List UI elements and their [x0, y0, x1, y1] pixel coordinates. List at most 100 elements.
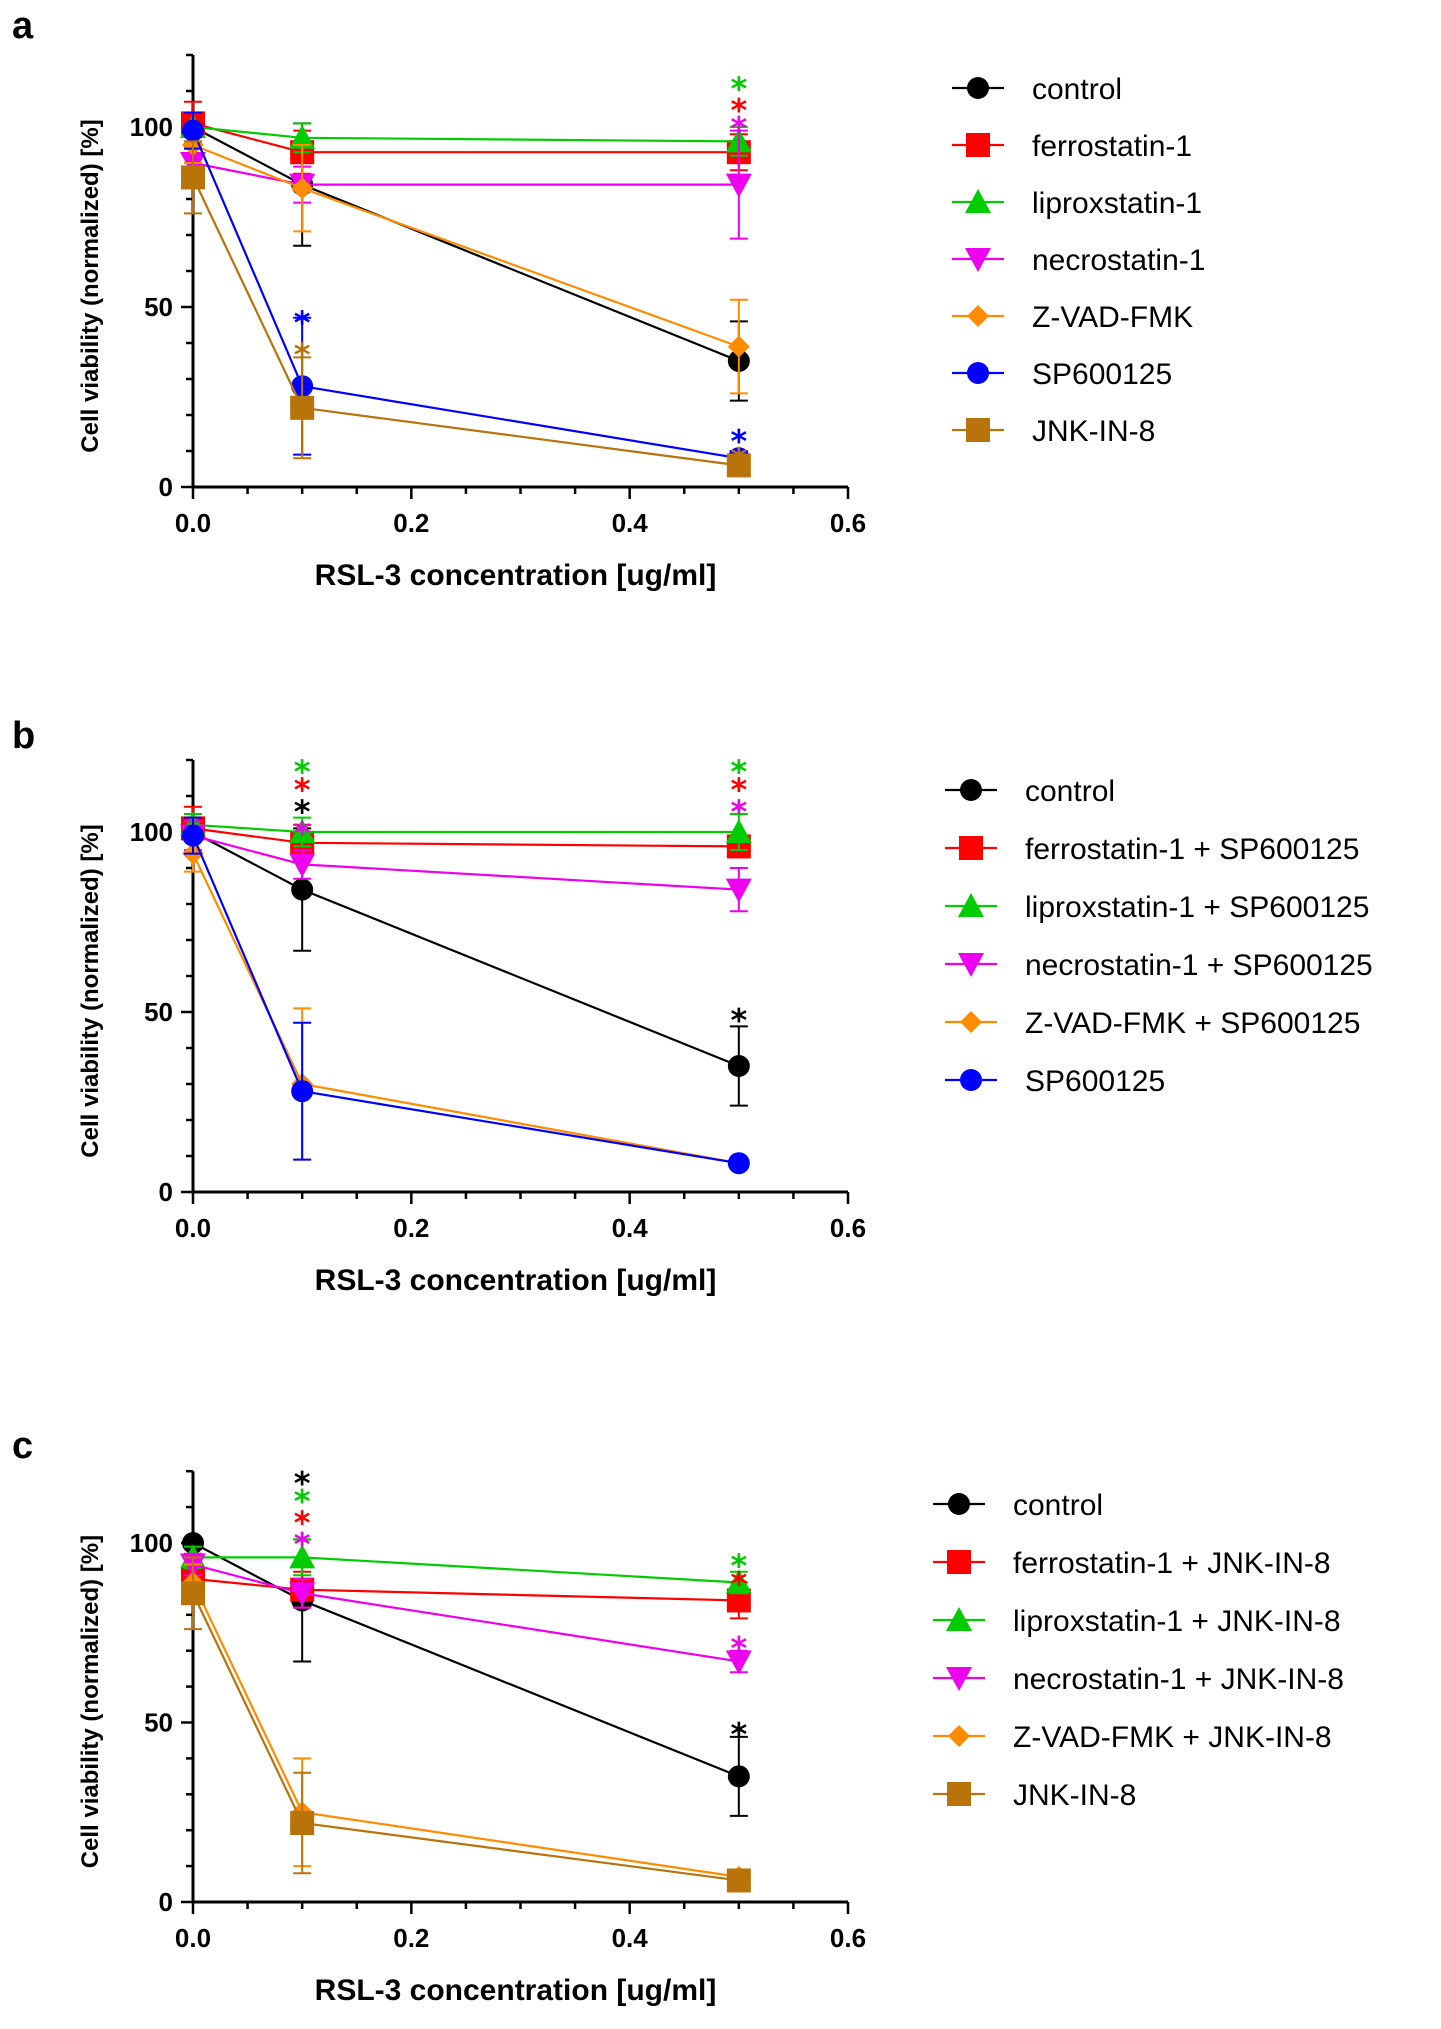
y-tick-label: 0: [159, 1887, 173, 1917]
legend-marker: [966, 133, 990, 157]
significance-star: *: [294, 814, 311, 852]
series-line: [192, 831, 740, 1068]
legend-entry-3: necrostatin-1 + JNK-IN-8: [933, 1663, 1344, 1696]
legend-entry-2: liproxstatin-1 + SP600125: [945, 891, 1369, 924]
legend-label: necrostatin-1 + SP600125: [1025, 949, 1373, 982]
legend-marker: [947, 1550, 971, 1574]
data-point: [182, 119, 204, 142]
data-point: [727, 1152, 750, 1175]
x-tick-label: 0.0: [175, 508, 211, 538]
legend-label: Z-VAD-FMK: [1032, 301, 1193, 334]
legend-entry-1: ferrostatin-1 + SP600125: [945, 833, 1359, 866]
legend-entry-0: control: [933, 1489, 1103, 1522]
significance-star: *: [730, 771, 747, 809]
legend-label: JNK-IN-8: [1013, 1779, 1136, 1812]
y-tick-label: 50: [144, 997, 173, 1027]
y-tick-label: 50: [144, 292, 173, 322]
series-1: [181, 805, 751, 862]
legend-entry-1: ferrostatin-1: [952, 130, 1192, 163]
panel-b: b 0 50 100 0.0 0.2 0.4 0.6 RSL-3 concentration […: [12, 715, 1373, 1297]
legend-label: JNK-IN-8: [1032, 415, 1155, 448]
series-line: [192, 1582, 739, 1878]
data-point: [289, 853, 316, 878]
series-line: [192, 853, 740, 1165]
legend-entry-3: necrostatin-1 + SP600125: [945, 949, 1373, 982]
series-0: [182, 116, 750, 402]
series-line: [192, 1577, 739, 1602]
data-point: [725, 173, 752, 198]
y-tick-label: 100: [130, 112, 173, 142]
significance-star: *: [294, 304, 311, 342]
data-point: [291, 878, 314, 901]
significance-star: *: [294, 1464, 311, 1502]
legend-label: ferrostatin-1 + SP600125: [1025, 833, 1359, 866]
series-1: [181, 100, 751, 175]
series-4: [182, 1563, 750, 1888]
panel-letter: b: [12, 715, 35, 757]
legend-marker: [967, 362, 989, 384]
data-point: [725, 1569, 752, 1594]
data-point: [725, 819, 752, 843]
series-0: [182, 1532, 750, 1817]
x-tick-label: 0.0: [175, 1923, 211, 1953]
legend-entry-2: liproxstatin-1: [952, 187, 1202, 220]
legend-entry-5: SP600125: [945, 1065, 1165, 1098]
series-6: [181, 140, 751, 478]
series-5: [182, 816, 750, 1175]
data-point: [290, 395, 315, 420]
legend-label: SP600125: [1025, 1065, 1165, 1098]
y-tick-label: 0: [159, 1177, 173, 1207]
legend-marker: [947, 1782, 971, 1806]
data-point: [726, 1868, 751, 1893]
legend-marker: [960, 1069, 982, 1091]
legend-entry-2: liproxstatin-1 + JNK-IN-8: [933, 1605, 1341, 1638]
data-point: [181, 165, 205, 190]
data-point: [725, 878, 752, 903]
significance-star: *: [294, 1525, 311, 1563]
x-tick-label: 0.6: [830, 508, 866, 538]
x-tick-label: 0.2: [393, 1923, 429, 1953]
x-tick-label: 0.2: [393, 1213, 429, 1243]
legend-marker: [965, 248, 991, 272]
y-axis-title: Cell viability (normalized) [%]: [77, 119, 104, 452]
series-0: [182, 821, 750, 1107]
data-point: [291, 177, 314, 200]
legend-marker: [958, 953, 984, 977]
series-line: [192, 1563, 740, 1663]
legend-entry-4: Z-VAD-FMK: [952, 301, 1193, 334]
series-line: [192, 125, 739, 143]
legend-label: SP600125: [1032, 358, 1172, 391]
significance-star: *: [730, 1547, 747, 1585]
legend-entry-4: Z-VAD-FMK + SP600125: [945, 1007, 1360, 1040]
significance-star: *: [294, 1504, 311, 1542]
series-1: [181, 1566, 751, 1620]
series-5: [181, 1556, 751, 1893]
panel-letter: a: [12, 5, 34, 47]
y-tick-label: 0: [159, 472, 173, 502]
legend-entry-5: SP600125: [952, 358, 1172, 391]
series-line: [193, 1556, 739, 1584]
legend-label: necrostatin-1: [1032, 244, 1205, 277]
significance-star: *: [294, 793, 311, 831]
x-tick-label: 0.0: [175, 1213, 211, 1243]
x-tick-label: 0.2: [393, 508, 429, 538]
series-line: [192, 143, 740, 348]
legend-entry-6: JNK-IN-8: [952, 415, 1155, 448]
series-line: [192, 161, 739, 186]
series-line: [192, 122, 739, 154]
legend-label: Z-VAD-FMK + SP600125: [1025, 1007, 1360, 1040]
panel-letter: c: [12, 1425, 33, 1467]
data-point: [289, 819, 316, 843]
y-axis-title: Cell viability (normalized) [%]: [77, 1535, 104, 1868]
data-point: [727, 1765, 750, 1788]
legend-label: liproxstatin-1 + SP600125: [1025, 891, 1369, 924]
data-point: [289, 124, 316, 149]
legend-label: liproxstatin-1: [1032, 187, 1202, 220]
significance-star: *: [730, 70, 747, 108]
data-point: [290, 1811, 315, 1836]
legend-marker: [946, 1667, 972, 1691]
legend-marker: [948, 1493, 970, 1515]
significance-star: *: [730, 423, 747, 461]
legend-marker: [959, 836, 983, 860]
data-point: [182, 824, 204, 847]
